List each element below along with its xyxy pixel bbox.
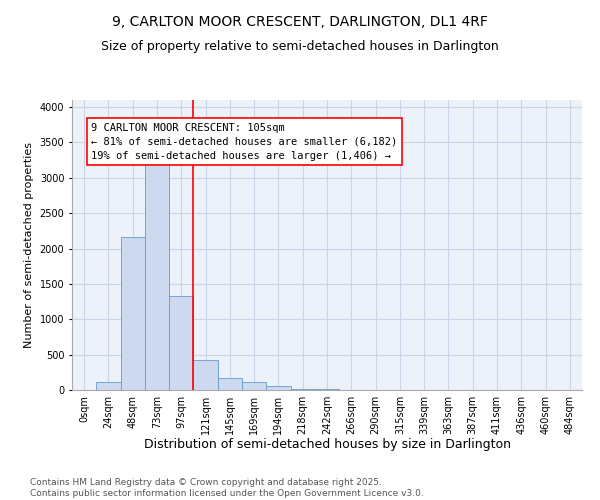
Bar	[193, 360, 218, 390]
X-axis label: Distribution of semi-detached houses by size in Darlington: Distribution of semi-detached houses by …	[143, 438, 511, 452]
Bar	[96, 382, 121, 390]
Text: Size of property relative to semi-detached houses in Darlington: Size of property relative to semi-detach…	[101, 40, 499, 53]
Bar	[218, 378, 242, 390]
Text: 9 CARLTON MOOR CRESCENT: 105sqm
← 81% of semi-detached houses are smaller (6,182: 9 CARLTON MOOR CRESCENT: 105sqm ← 81% of…	[91, 122, 398, 160]
Text: 9, CARLTON MOOR CRESCENT, DARLINGTON, DL1 4RF: 9, CARLTON MOOR CRESCENT, DARLINGTON, DL…	[112, 15, 488, 29]
Text: Contains HM Land Registry data © Crown copyright and database right 2025.
Contai: Contains HM Land Registry data © Crown c…	[30, 478, 424, 498]
Y-axis label: Number of semi-detached properties: Number of semi-detached properties	[24, 142, 34, 348]
Bar	[290, 388, 315, 390]
Bar	[145, 160, 169, 390]
Bar	[266, 386, 290, 390]
Bar	[242, 382, 266, 390]
Bar	[121, 236, 145, 390]
Bar	[169, 296, 193, 390]
